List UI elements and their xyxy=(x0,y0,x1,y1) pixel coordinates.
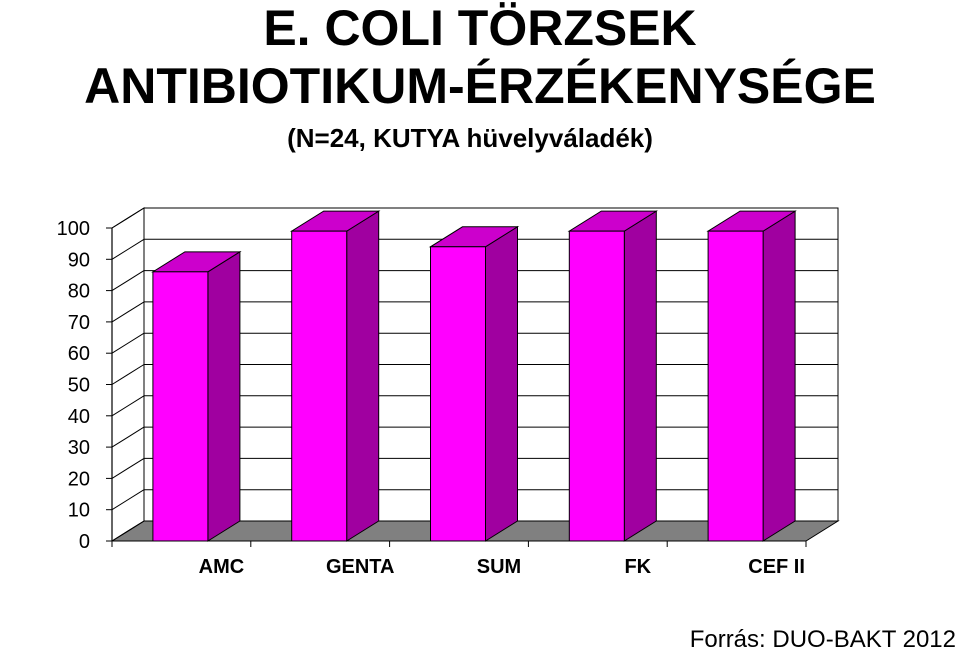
side-gridline xyxy=(111,207,145,229)
bar xyxy=(291,230,348,542)
chart-title-line1: E. COLI TÖRZSEK xyxy=(263,0,697,56)
y-tick-label: 50 xyxy=(68,375,90,397)
chart-title-line2: ANTIBIOTIKUM-ÉRZÉKENYSÉGE xyxy=(84,58,876,114)
bar xyxy=(430,246,486,542)
side-gridline xyxy=(111,520,145,542)
bar xyxy=(707,230,764,542)
bar xyxy=(568,230,625,542)
side-gridline xyxy=(111,238,145,260)
bar-side xyxy=(485,225,518,542)
x-tick-label: CEF II xyxy=(748,556,805,578)
x-tick-label: GENTA xyxy=(326,556,395,578)
y-tick-label: 40 xyxy=(68,406,90,428)
y-tick-label: 60 xyxy=(68,343,90,365)
side-gridline xyxy=(111,457,145,479)
y-tick-label: 100 xyxy=(57,218,90,240)
y-tick-label: 80 xyxy=(68,281,90,303)
side-gridline xyxy=(111,364,145,385)
y-tick-label: 10 xyxy=(68,500,90,522)
source-note: Forrás: DUO-BAKT 2012 xyxy=(689,626,956,653)
side-gridline xyxy=(111,489,145,511)
y-tick-label: 90 xyxy=(68,249,90,271)
bar xyxy=(152,271,209,542)
bar-side xyxy=(623,210,657,542)
x-tick-label: AMC xyxy=(199,556,245,578)
chart-subtitle: (N=24, KUTYA hüvelyváladék) xyxy=(287,123,653,153)
side-gridline xyxy=(111,301,145,323)
side-gridline xyxy=(111,270,145,292)
side-gridline xyxy=(111,332,145,354)
y-tick-label: 70 xyxy=(68,312,90,334)
y-tick-label: 0 xyxy=(79,531,90,553)
side-gridline xyxy=(111,426,145,448)
side-gridline xyxy=(111,395,145,417)
bar-side xyxy=(346,210,380,542)
y-tick-label: 30 xyxy=(68,437,90,459)
bar-side xyxy=(207,250,241,542)
y-tick-label: 20 xyxy=(68,468,90,490)
x-tick-label: SUM xyxy=(477,556,521,578)
bar-side xyxy=(762,210,796,542)
x-tick-label: FK xyxy=(624,556,651,578)
